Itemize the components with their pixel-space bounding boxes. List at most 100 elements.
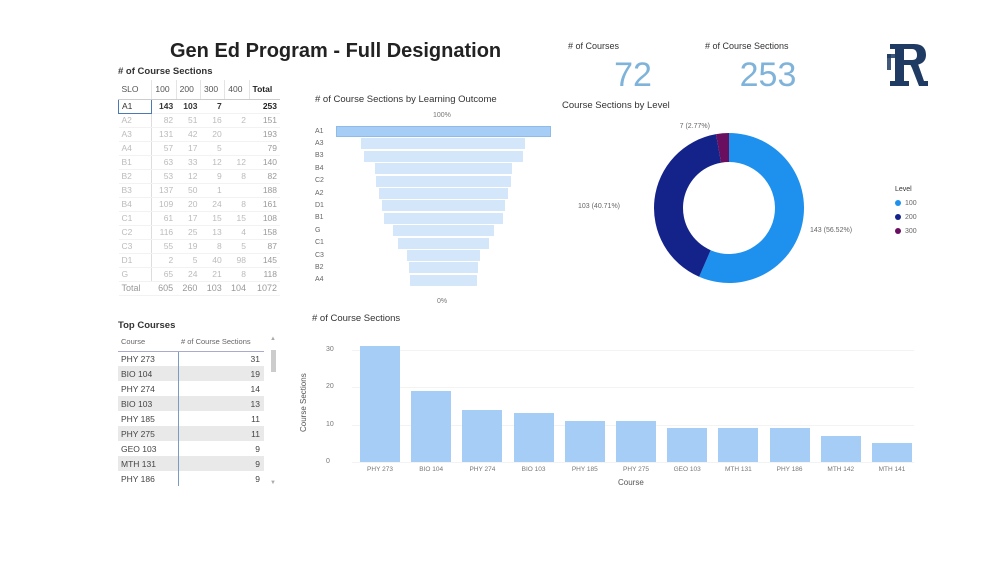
- scroll-down-icon[interactable]: ▼: [270, 480, 276, 486]
- table-row[interactable]: PHY 273 31: [118, 351, 264, 366]
- table-row[interactable]: A4 57 17 5 79: [118, 141, 280, 156]
- table-row[interactable]: PHY 185 11: [118, 411, 264, 426]
- funnel-bar[interactable]: [384, 212, 503, 224]
- funnel-bar[interactable]: [393, 225, 494, 237]
- table-row[interactable]: PHY 275 11: [118, 426, 264, 441]
- top-courses-table: Course # of Course Sections PHY 273 31 BIO 1…: [118, 333, 264, 486]
- table-row[interactable]: C1 61 17 15 15 108: [118, 211, 280, 226]
- table-cell: 65: [151, 267, 177, 282]
- table-cell: 9: [200, 169, 225, 184]
- x-tick-label: PHY 185: [571, 466, 598, 473]
- bar[interactable]: [872, 443, 912, 462]
- bar[interactable]: [616, 420, 656, 462]
- table-row[interactable]: BIO 104 19: [118, 366, 264, 381]
- funnel-bar[interactable]: [406, 250, 481, 261]
- bar-chart-title: # of Course Sections: [312, 313, 401, 324]
- sections-cell: 31: [250, 353, 260, 364]
- bar[interactable]: [513, 413, 554, 462]
- table-row[interactable]: MTH 131 9: [118, 456, 264, 471]
- bar[interactable]: [769, 428, 810, 462]
- column-header[interactable]: Total: [249, 80, 280, 100]
- table-row[interactable]: A2 82 51 16 2 151: [118, 113, 280, 128]
- funnel-bar[interactable]: [361, 138, 526, 150]
- table-row[interactable]: GEO 103 9: [118, 441, 264, 456]
- table-cell: 2: [151, 253, 177, 268]
- table-cell: 103: [200, 281, 225, 296]
- bar[interactable]: [360, 346, 400, 462]
- table-cell: D1: [118, 253, 153, 268]
- funnel-category-label: A2: [315, 189, 324, 197]
- column-header[interactable]: 100: [151, 80, 177, 100]
- table-cell: 98: [224, 253, 250, 268]
- donut-data-label: 143 (56.52%): [810, 227, 852, 234]
- scrollbar-thumb[interactable]: [271, 350, 276, 372]
- table-cell: 109: [151, 197, 177, 212]
- legend-item[interactable]: 300: [895, 224, 917, 238]
- funnel-bar[interactable]: [379, 188, 508, 199]
- funnel-bar[interactable]: [376, 175, 511, 187]
- table-cell: 5: [224, 239, 250, 254]
- table-row[interactable]: G 65 24 21 8 118: [118, 267, 280, 282]
- table-row[interactable]: B3 137 50 1 188: [118, 183, 280, 198]
- table-cell: 193: [249, 127, 280, 142]
- table-row[interactable]: B4 109 20 24 8 161: [118, 197, 280, 212]
- column-header[interactable]: 300: [200, 80, 226, 100]
- table-row[interactable]: C3 55 19 8 5 87: [118, 239, 280, 254]
- table-cell: [224, 127, 250, 142]
- bar[interactable]: [564, 420, 605, 462]
- table-cell: 21: [200, 267, 225, 282]
- bar[interactable]: [667, 428, 708, 462]
- table-row[interactable]: C2 116 25 13 4 158: [118, 225, 280, 240]
- bar[interactable]: [411, 391, 452, 462]
- table-cell: 57: [151, 141, 177, 156]
- table-row[interactable]: B2 53 12 9 8 82: [118, 169, 280, 184]
- funnel-bar[interactable]: [397, 237, 490, 249]
- top-courses-scrollbar[interactable]: ▲ ▼: [269, 336, 278, 486]
- course-cell: PHY 274: [118, 381, 179, 396]
- kpi-courses-value: 72: [614, 56, 652, 94]
- table-row[interactable]: D1 2 5 40 98 145: [118, 253, 280, 268]
- column-header[interactable]: SLO: [118, 80, 153, 100]
- table-row[interactable]: PHY 274 14: [118, 381, 264, 396]
- column-header[interactable]: Course: [118, 333, 178, 352]
- column-header[interactable]: # of Course Sections: [178, 333, 264, 352]
- funnel-bar[interactable]: [381, 200, 506, 212]
- course-cell: BIO 104: [118, 366, 179, 381]
- column-header[interactable]: 200: [176, 80, 201, 100]
- table-row[interactable]: BIO 103 13: [118, 396, 264, 411]
- table-cell: 20: [176, 197, 201, 212]
- x-tick-label: BIO 104: [419, 466, 444, 473]
- x-tick-label: PHY 273: [367, 466, 393, 473]
- donut-slice-300[interactable]: [716, 133, 729, 163]
- table-row[interactable]: A3 131 42 20 193: [118, 127, 280, 142]
- funnel-bar[interactable]: [408, 262, 479, 274]
- gridline: [352, 387, 914, 389]
- table-row[interactable]: B1 63 33 12 12 140: [118, 155, 280, 170]
- donut-slice-100[interactable]: [699, 133, 804, 283]
- funnel-category-label: C1: [315, 239, 324, 247]
- funnel-bar[interactable]: [375, 163, 512, 175]
- table-cell: 17: [176, 141, 201, 156]
- legend-item[interactable]: 100: [895, 196, 917, 210]
- table-cell: 151: [249, 113, 280, 128]
- bar[interactable]: [820, 435, 861, 462]
- table-cell: 40: [200, 253, 225, 268]
- funnel-bar[interactable]: [409, 274, 478, 286]
- y-tick-label: 30: [326, 346, 334, 353]
- table-cell: B3: [118, 183, 153, 198]
- x-tick-label: MTH 131: [725, 466, 752, 473]
- legend-item[interactable]: 200: [895, 210, 917, 224]
- table-cell: 161: [249, 197, 280, 212]
- table-cell: 33: [176, 155, 201, 170]
- table-row[interactable]: A1 143 103 7 253: [117, 98, 280, 114]
- bar[interactable]: [718, 428, 759, 462]
- funnel-bar[interactable]: [336, 126, 551, 137]
- donut-slice-200[interactable]: [654, 134, 722, 277]
- column-header[interactable]: 400: [224, 80, 250, 100]
- table-cell: 1072: [249, 281, 280, 296]
- table-cell: 25: [176, 225, 201, 240]
- table-row[interactable]: PHY 186 9: [118, 471, 264, 486]
- funnel-bar[interactable]: [363, 150, 524, 162]
- bar[interactable]: [462, 409, 503, 462]
- scroll-up-icon[interactable]: ▲: [270, 336, 276, 342]
